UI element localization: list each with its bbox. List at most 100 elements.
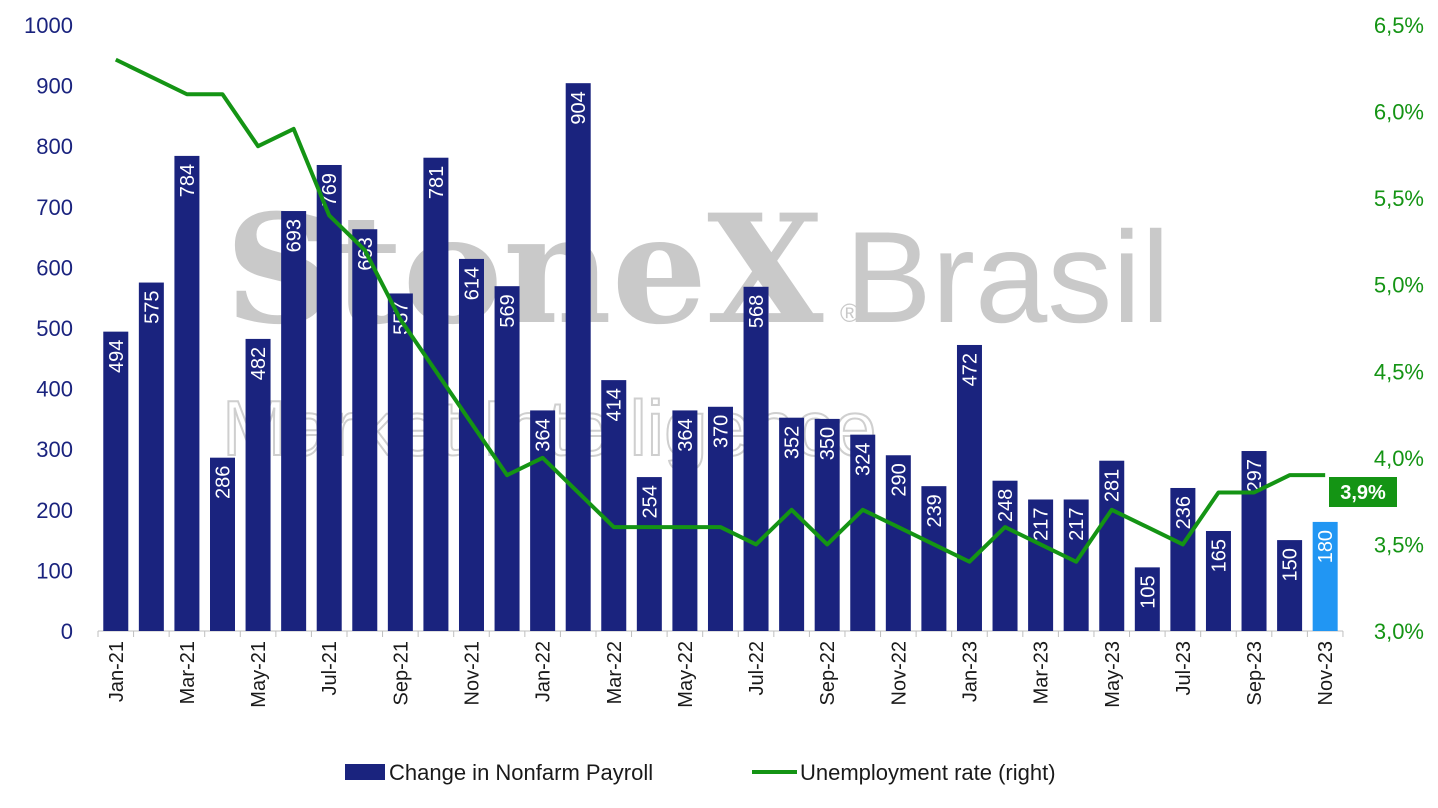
x-tick-label: Nov-22 (888, 641, 910, 705)
x-tick-label: Sep-22 (817, 641, 839, 706)
right-tick-label: 3,0% (1374, 619, 1424, 644)
bar-value-label: 217 (1066, 508, 1088, 541)
right-tick-label: 6,0% (1374, 100, 1424, 125)
left-tick-label: 800 (36, 134, 73, 159)
right-tick-label: 4,0% (1374, 446, 1424, 471)
x-tick-label: May-21 (248, 641, 270, 708)
left-tick-label: 100 (36, 558, 73, 583)
bar (458, 258, 484, 631)
bar-value-label: 180 (1315, 530, 1337, 563)
x-tick-label: Jan-22 (533, 641, 555, 702)
bar (1277, 540, 1303, 631)
left-tick-label: 500 (36, 316, 73, 341)
bar (352, 229, 378, 631)
legend: Change in Nonfarm Payroll Unemployment r… (345, 760, 1056, 785)
bar (138, 282, 164, 631)
left-tick-label: 400 (36, 377, 73, 402)
bar-value-label: 350 (817, 427, 839, 460)
bar-value-label: 575 (141, 291, 163, 324)
bars (103, 83, 1338, 632)
bar-value-label: 105 (1137, 575, 1159, 608)
bar-value-label: 297 (1244, 459, 1266, 492)
bar (672, 410, 698, 631)
bar (636, 477, 662, 631)
x-tick-label: Jul-23 (1173, 641, 1195, 695)
bar (1312, 521, 1338, 631)
right-axis-ticks: 3,0% 3,5% 4,0% 4,5% 5,0% 5,5% 6,0% 6,5% (1374, 13, 1424, 644)
legend-bar-swatch (345, 764, 385, 780)
bar (316, 164, 342, 632)
bar-value-label: 324 (853, 443, 875, 476)
left-tick-label: 600 (36, 255, 73, 280)
bar-value-label: 472 (959, 353, 981, 386)
x-axis-ticks: Jan-21 Mar-21 May-21 Jul-21 Sep-21 Nov-21 Jan-… (106, 641, 1337, 708)
x-tick-label: Jan-23 (959, 641, 981, 702)
bar-value-label: 569 (497, 294, 519, 327)
bar-value-label: 784 (177, 164, 199, 197)
bar-value-label: 494 (106, 340, 128, 373)
axes (97, 630, 1344, 637)
legend-line-label: Unemployment rate (right) (800, 760, 1056, 785)
bar (423, 157, 449, 631)
legend-bar-label: Change in Nonfarm Payroll (389, 760, 653, 785)
left-tick-label: 700 (36, 195, 73, 220)
bar (921, 486, 947, 631)
bar-value-label: 352 (782, 426, 804, 459)
bar (1028, 499, 1054, 631)
bar (601, 380, 627, 631)
watermark-country: Brasil (845, 204, 1170, 350)
bar (1099, 460, 1125, 631)
right-tick-label: 5,0% (1374, 273, 1424, 298)
bar-value-label: 254 (639, 485, 661, 518)
bar (850, 434, 876, 631)
badge-text: 3,9% (1340, 482, 1386, 504)
x-tick-label: Mar-23 (1031, 641, 1053, 704)
bar (245, 338, 271, 631)
bar-value-label: 150 (1280, 548, 1302, 581)
x-tick-label: May-23 (1102, 641, 1124, 708)
right-tick-label: 6,5% (1374, 13, 1424, 38)
right-tick-label: 5,5% (1374, 186, 1424, 211)
bar-value-label: 165 (1208, 539, 1230, 572)
bar-value-label: 239 (924, 494, 946, 527)
bar (387, 293, 413, 631)
bar (885, 455, 911, 631)
bar (743, 286, 769, 631)
bar-value-label: 364 (533, 418, 555, 451)
bar (707, 406, 733, 631)
x-tick-label: Mar-22 (604, 641, 626, 704)
left-tick-label: 900 (36, 74, 73, 99)
bar-value-label: 482 (248, 347, 270, 380)
bar (992, 480, 1018, 631)
bar (1134, 567, 1160, 631)
x-tick-label: Jan-21 (106, 641, 128, 702)
x-tick-label: Jul-22 (746, 641, 768, 695)
bar-value-label: 568 (746, 295, 768, 328)
bar (1205, 531, 1231, 631)
bar (210, 457, 235, 631)
bar-value-label: 286 (213, 466, 235, 499)
bar-value-label: 769 (319, 173, 341, 206)
bar (814, 418, 840, 631)
bar-value-label: 217 (1031, 508, 1053, 541)
bar (956, 344, 982, 631)
watermark-registered: ® (840, 298, 859, 328)
bar (779, 417, 805, 631)
x-tick-label: Nov-21 (461, 641, 483, 705)
x-tick-label: Nov-23 (1315, 641, 1337, 705)
bar-value-label: 364 (675, 418, 697, 451)
line-layer (114, 57, 1326, 564)
bar-value-label: 290 (888, 463, 910, 496)
bar (103, 331, 129, 631)
x-tick-label: Sep-21 (390, 641, 412, 706)
bar-value-label: 236 (1173, 496, 1195, 529)
unemployment-line (114, 57, 1326, 564)
bar (565, 83, 591, 632)
x-tick-label: Jul-21 (319, 641, 341, 695)
watermark-brand: StoneX (225, 182, 824, 358)
x-tick-label: Sep-23 (1244, 641, 1266, 706)
bar-value-label: 904 (568, 91, 590, 124)
left-tick-label: 1000 (24, 13, 73, 38)
bar (1063, 499, 1089, 631)
right-tick-label: 4,5% (1374, 359, 1424, 384)
